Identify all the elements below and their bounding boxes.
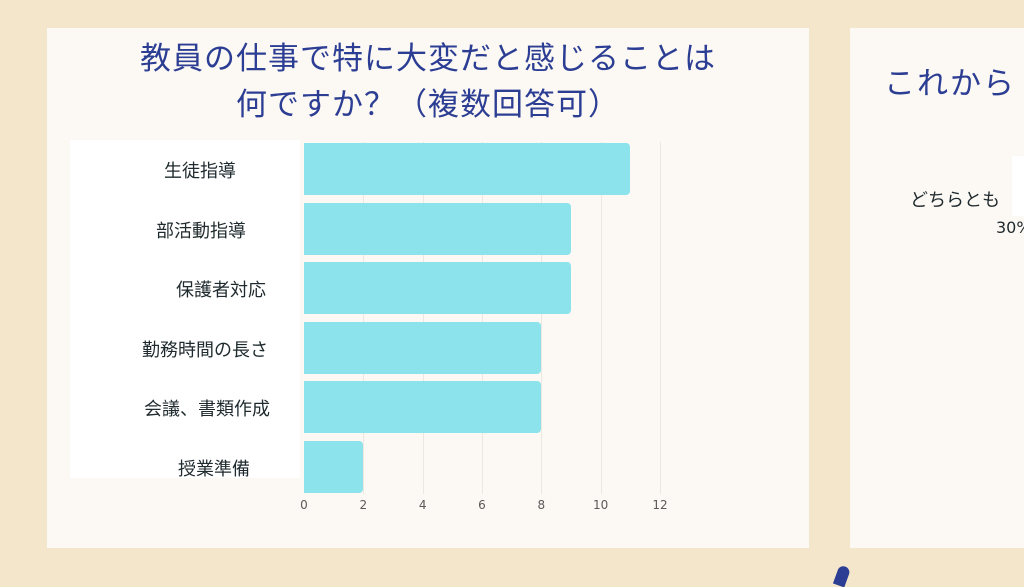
chart-title-line1: 教員の仕事で特に大変だと感じることは [140, 41, 716, 77]
gridline [541, 142, 543, 494]
x-tick-label: 10 [593, 498, 609, 512]
second-chart-title: これから [884, 66, 1016, 102]
gridline [660, 142, 661, 494]
category-label: 勤務時間の長さ [142, 339, 268, 361]
pie-percent: 30% [996, 218, 1024, 237]
category-label: 会議、書類作成 [144, 399, 270, 421]
x-tick-label: 0 [300, 498, 308, 512]
x-tick-label: 12 [652, 498, 668, 512]
bar [304, 143, 631, 195]
x-tick-label: 2 [359, 498, 368, 512]
category-label: 生徒指導 [164, 161, 236, 182]
x-tick-label: 4 [418, 498, 427, 512]
chart-title-line2: 何ですか？（複数回答可） [236, 87, 620, 123]
pie-label: どちらとも [910, 190, 1000, 211]
bar [304, 441, 364, 493]
gridline [363, 142, 365, 494]
bar [304, 202, 571, 255]
gridline [600, 142, 602, 494]
bar [304, 262, 571, 315]
category-label: 部活動指導 [156, 220, 246, 242]
gridline [422, 142, 424, 494]
pie-slice-partial [1012, 156, 1024, 216]
category-label: 授業準備 [178, 459, 250, 480]
x-tick-label: 6 [478, 498, 486, 512]
bar [304, 381, 542, 434]
category-label: 保護者対応 [176, 280, 266, 302]
x-tick-label: 8 [537, 498, 546, 512]
category-label-panel [70, 140, 300, 478]
gridline [482, 142, 483, 494]
bar [304, 321, 542, 374]
second-chart-card [850, 28, 1024, 548]
